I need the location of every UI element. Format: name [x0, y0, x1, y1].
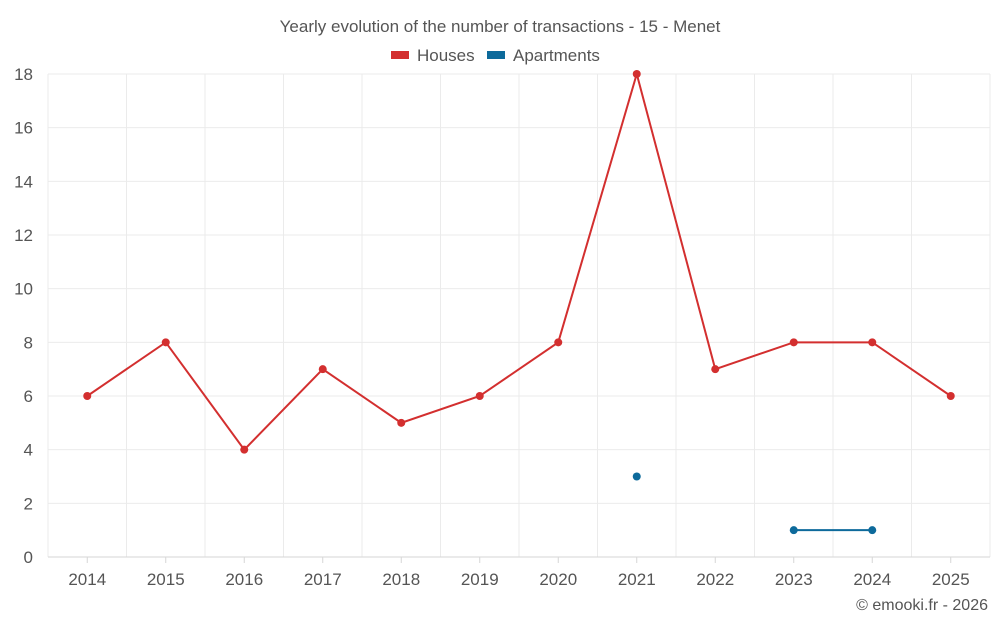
x-tick-label: 2018: [382, 570, 420, 589]
y-tick-label: 0: [24, 548, 33, 567]
x-tick-label: 2022: [696, 570, 734, 589]
y-tick-label: 6: [24, 387, 33, 406]
data-point-apartments[interactable]: [789, 526, 798, 535]
data-point-houses[interactable]: [789, 338, 798, 347]
y-tick-label: 18: [14, 65, 33, 84]
x-tick-label: 2019: [461, 570, 499, 589]
x-tick-label: 2017: [304, 570, 342, 589]
axes: 0 2 4 6 8 10 12 14 16 18 2014 2015 2016 2017 2018 2019 2…: [14, 65, 990, 589]
data-point-houses[interactable]: [946, 392, 955, 400]
x-tick-label: 2025: [932, 570, 970, 589]
grid: [47, 73, 991, 557]
data-point-houses[interactable]: [161, 338, 170, 347]
y-tick-label: 10: [14, 280, 33, 299]
x-tick-label: 2024: [853, 570, 891, 589]
legend[interactable]: Houses Apartments: [391, 46, 600, 65]
y-tick-label: 16: [14, 119, 33, 138]
series: [83, 70, 955, 535]
x-tick-label: 2020: [539, 570, 577, 589]
y-tick-label: 2: [24, 494, 33, 513]
legend-swatch-apartments: [487, 51, 505, 59]
data-point-houses[interactable]: [632, 70, 641, 78]
data-point-houses[interactable]: [554, 338, 563, 347]
legend-label-houses[interactable]: Houses: [417, 46, 475, 65]
x-tick-label: 2016: [225, 570, 263, 589]
x-tick-label: 2015: [147, 570, 185, 589]
x-tick-label: 2014: [68, 570, 106, 589]
data-point-houses[interactable]: [397, 418, 406, 427]
series-line-houses: [86, 70, 952, 452]
credit-text: © emooki.fr - 2026: [856, 597, 988, 614]
data-point-houses[interactable]: [711, 365, 720, 374]
y-tick-label: 12: [14, 226, 33, 245]
data-point-apartments[interactable]: [632, 472, 641, 481]
y-tick-label: 4: [24, 441, 33, 460]
data-point-houses[interactable]: [475, 392, 484, 400]
y-tick-label: 14: [14, 172, 33, 191]
legend-label-apartments[interactable]: Apartments: [513, 46, 600, 65]
data-point-houses[interactable]: [868, 338, 877, 347]
data-point-houses[interactable]: [83, 392, 92, 400]
data-point-houses[interactable]: [318, 365, 327, 374]
data-point-apartments[interactable]: [868, 526, 877, 535]
x-tick-label: 2023: [775, 570, 813, 589]
x-tick-label: 2021: [618, 570, 656, 589]
y-tick-label: 8: [24, 333, 33, 352]
data-point-houses[interactable]: [240, 445, 249, 454]
legend-swatch-houses: [391, 51, 409, 59]
chart-title: Yearly evolution of the number of transa…: [280, 17, 721, 36]
